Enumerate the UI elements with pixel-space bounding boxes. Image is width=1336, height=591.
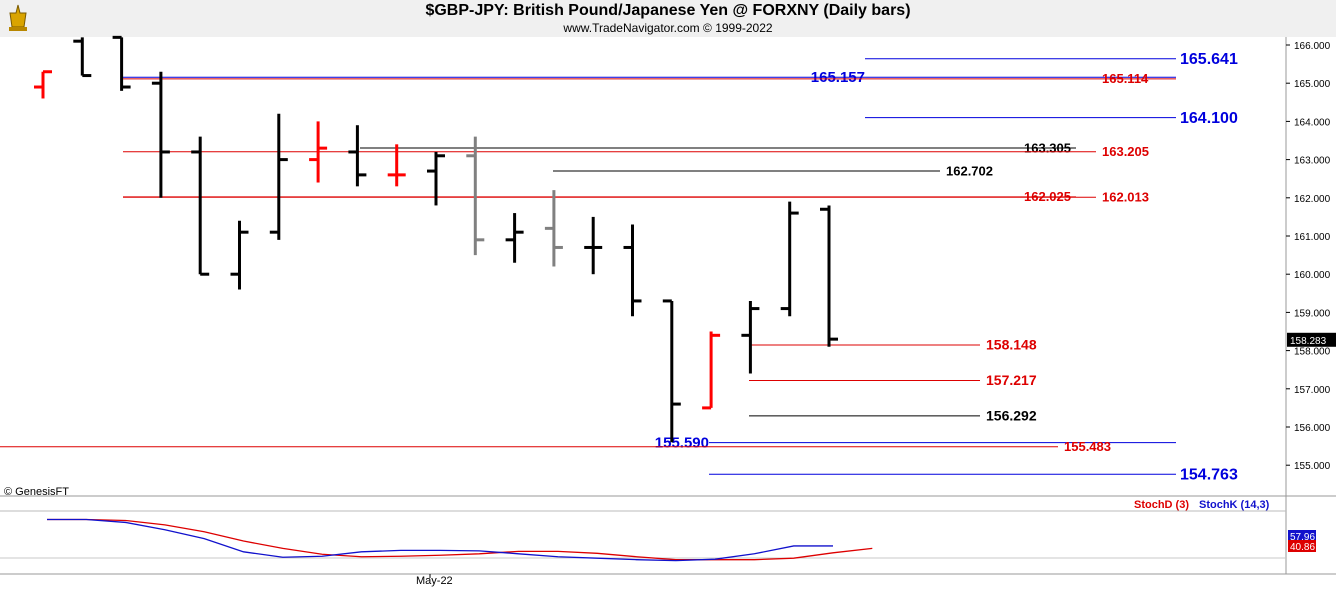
- x-axis-label: May-22: [416, 575, 453, 587]
- y-tick-label: 165.000: [1294, 79, 1331, 90]
- y-tick-label: 157.000: [1294, 385, 1331, 396]
- y-tick-label: 156.000: [1294, 423, 1331, 434]
- chart-subtitle: www.TradeNavigator.com © 1999-2022: [563, 21, 773, 35]
- stoch-line: [47, 518, 873, 561]
- level-label: 162.025: [1024, 189, 1071, 204]
- y-tick-label: 155.000: [1294, 461, 1331, 472]
- copyright: © GenesisFT: [4, 486, 69, 498]
- y-tick-label: 158.000: [1294, 347, 1331, 358]
- stoch-d-label: StochD (3): [1134, 499, 1189, 511]
- chart-title: $GBP-JPY: British Pound/Japanese Yen @ F…: [425, 2, 911, 19]
- level-label: 162.702: [946, 163, 993, 178]
- level-label: 164.100: [1180, 110, 1238, 127]
- stoch-readout-box: [1288, 530, 1316, 542]
- stoch-readout-box: [1288, 540, 1316, 552]
- level-label: 158.148: [986, 337, 1037, 353]
- level-label: 155.483: [1064, 439, 1111, 454]
- stoch-readout: 40.86: [1290, 542, 1315, 553]
- stoch-readout: 57.96: [1290, 532, 1315, 543]
- y-tick-label: 162.000: [1294, 194, 1331, 205]
- level-label: 156.292: [986, 408, 1037, 424]
- level-label: 157.217: [986, 372, 1037, 388]
- level-label: 154.763: [1180, 467, 1238, 484]
- level-label: 162.013: [1102, 190, 1149, 205]
- level-label: 165.157: [811, 69, 865, 86]
- y-tick-label: 159.000: [1294, 308, 1331, 319]
- last-price-label: 158.283: [1290, 336, 1327, 347]
- level-label: 163.205: [1102, 144, 1149, 159]
- chart-header: [0, 0, 1336, 37]
- genesis-logo-icon: [9, 4, 27, 31]
- y-tick-label: 161.000: [1294, 232, 1331, 243]
- level-label: 165.641: [1180, 51, 1238, 68]
- level-label: 163.305: [1024, 140, 1071, 155]
- y-tick-label: 163.000: [1294, 156, 1331, 167]
- y-tick-label: 166.000: [1294, 41, 1331, 52]
- y-tick-label: 160.000: [1294, 270, 1331, 281]
- last-price-marker: [1287, 332, 1336, 347]
- level-label: 165.114: [1102, 71, 1149, 86]
- y-tick-label: 164.000: [1294, 117, 1331, 128]
- stoch-line: [47, 518, 833, 562]
- level-label: 155.590: [655, 435, 709, 452]
- stoch-k-label: StochK (14,3): [1199, 499, 1270, 511]
